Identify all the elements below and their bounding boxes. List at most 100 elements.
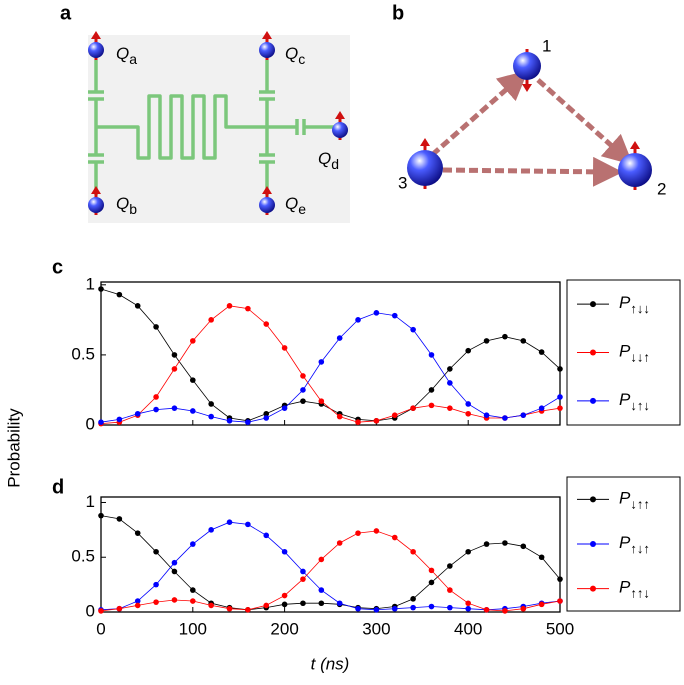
data-point xyxy=(134,602,141,609)
legend-marker xyxy=(590,397,596,404)
data-point xyxy=(355,530,361,536)
data-point xyxy=(318,398,325,404)
data-point xyxy=(98,608,104,614)
legend-label: P↓↑↓ xyxy=(619,390,650,413)
data-point xyxy=(538,554,545,561)
data-point xyxy=(465,401,472,407)
qubit-symbol: Q xyxy=(318,149,331,168)
data-point xyxy=(281,405,288,411)
data-point xyxy=(502,415,508,421)
series-line xyxy=(100,515,561,611)
data-point xyxy=(373,417,380,424)
legend-label: P↑↑↓ xyxy=(619,578,650,601)
qubit xyxy=(259,197,275,213)
spin-arrow-head xyxy=(630,141,640,149)
circuit xyxy=(88,35,350,223)
data-point xyxy=(373,607,380,613)
data-point xyxy=(171,405,178,411)
data-point xyxy=(153,394,159,400)
data-point xyxy=(447,604,453,611)
qubit-index: a xyxy=(129,51,137,67)
data-point xyxy=(208,401,214,407)
x-axis-label: t (ns) xyxy=(311,654,350,673)
data-point xyxy=(520,543,527,550)
data-point xyxy=(520,412,527,418)
spin-label: 1 xyxy=(542,36,551,55)
panel-letter: a xyxy=(60,2,72,24)
data-point xyxy=(557,405,563,411)
data-point xyxy=(116,416,123,423)
data-point xyxy=(153,324,159,330)
legend-marker xyxy=(590,585,596,592)
data-point xyxy=(98,419,104,425)
data-point xyxy=(263,321,270,327)
data-point xyxy=(538,601,545,608)
data-point xyxy=(281,548,288,555)
data-point xyxy=(134,410,141,417)
data-point xyxy=(428,387,435,393)
data-point xyxy=(318,600,325,607)
data-point xyxy=(153,548,159,555)
data-point xyxy=(226,605,233,612)
spin-arrow-head xyxy=(262,31,272,39)
data-point xyxy=(355,419,361,425)
y-tick-label: 1 xyxy=(86,492,95,511)
legend-label: P↑↓↓ xyxy=(619,294,650,317)
data-point xyxy=(208,317,214,323)
data-point xyxy=(410,326,416,333)
data-point xyxy=(557,394,563,400)
data-point xyxy=(428,402,435,409)
data-point xyxy=(520,605,527,612)
qubit-label: Qb xyxy=(116,194,137,216)
data-point xyxy=(98,286,104,292)
data-point xyxy=(428,603,435,610)
data-point xyxy=(355,605,361,612)
data-point xyxy=(245,521,251,528)
qubit-label: Qe xyxy=(285,194,306,216)
data-point xyxy=(465,347,472,354)
data-point xyxy=(447,366,453,372)
data-point xyxy=(263,602,270,609)
data-point xyxy=(410,596,416,602)
data-point xyxy=(134,303,141,309)
data-point xyxy=(245,607,251,613)
data-point xyxy=(171,597,178,603)
data-point xyxy=(245,305,251,312)
data-point xyxy=(153,406,159,413)
data-point xyxy=(153,581,159,588)
data-point xyxy=(171,568,178,575)
spin-arrow-head xyxy=(420,138,430,146)
spins: 1 2 3 xyxy=(398,36,666,198)
qubit-index: d xyxy=(331,156,339,172)
plot-frame xyxy=(100,496,561,613)
data-point xyxy=(116,291,123,298)
x-tick-label: 200 xyxy=(270,619,298,638)
spin-label: 3 xyxy=(398,173,407,192)
series-line xyxy=(100,530,561,612)
series-line xyxy=(100,312,561,423)
spin-label: 2 xyxy=(657,179,666,198)
qubit-label: Qa xyxy=(116,44,137,66)
data-point xyxy=(171,559,178,566)
plot-frame xyxy=(100,281,561,426)
data-point xyxy=(538,349,545,355)
spin xyxy=(618,153,652,187)
data-point xyxy=(447,587,453,593)
data-point xyxy=(502,333,508,340)
data-point xyxy=(318,359,325,365)
data-point xyxy=(190,338,196,344)
data-point xyxy=(190,377,196,383)
legend-marker xyxy=(590,349,596,356)
data-point xyxy=(391,312,398,319)
legend-marker xyxy=(590,301,596,308)
spin xyxy=(513,52,541,80)
data-point xyxy=(520,338,527,344)
series-line xyxy=(100,521,561,611)
qubit-symbol: Q xyxy=(116,194,129,213)
qubit xyxy=(259,42,275,58)
data-point xyxy=(98,512,104,519)
spin-arrow-head xyxy=(91,31,101,39)
x-tick-label: 400 xyxy=(454,619,482,638)
data-point xyxy=(428,567,435,574)
